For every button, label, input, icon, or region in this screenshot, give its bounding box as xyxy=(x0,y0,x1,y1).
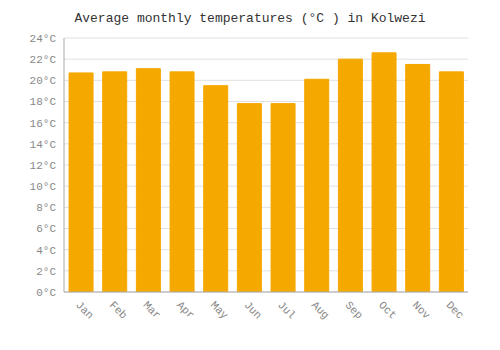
html-text:Average monthly temperatures (: Average monthly temperatures (°C ) in Ko… xyxy=(74,11,426,26)
svg-text:24°C: 24°C xyxy=(30,33,57,45)
svg-text:14°C: 14°C xyxy=(30,139,57,151)
svg-text:10°C: 10°C xyxy=(30,181,57,193)
svg-text:12°C: 12°C xyxy=(30,160,57,172)
svg-text:Jan: Jan xyxy=(73,299,95,321)
svg-text:Oct: Oct xyxy=(376,299,398,321)
svg-text:Aug: Aug xyxy=(309,299,331,321)
svg-text:18°C: 18°C xyxy=(30,96,57,108)
svg-text:2°C: 2°C xyxy=(36,266,56,278)
svg-text:Nov: Nov xyxy=(410,299,433,322)
svg-text:22°C: 22°C xyxy=(30,54,57,66)
svg-text:Feb: Feb xyxy=(107,299,129,321)
svg-text:6°C: 6°C xyxy=(36,223,56,235)
svg-text:May: May xyxy=(208,299,231,322)
svg-text:Jun: Jun xyxy=(242,299,264,321)
svg-text:4°C: 4°C xyxy=(36,245,56,257)
svg-text:Sep: Sep xyxy=(343,299,365,321)
svg-text:Apr: Apr xyxy=(174,299,196,321)
svg-text:0°C: 0°C xyxy=(36,287,56,299)
svg-text:Jul: Jul xyxy=(275,299,297,321)
svg-text:20°C: 20°C xyxy=(30,75,57,87)
svg-text:Dec: Dec xyxy=(444,299,466,321)
svg-text:8°C: 8°C xyxy=(36,202,56,214)
svg-text:16°C: 16°C xyxy=(30,118,57,130)
svg-text:Mar: Mar xyxy=(141,299,163,321)
